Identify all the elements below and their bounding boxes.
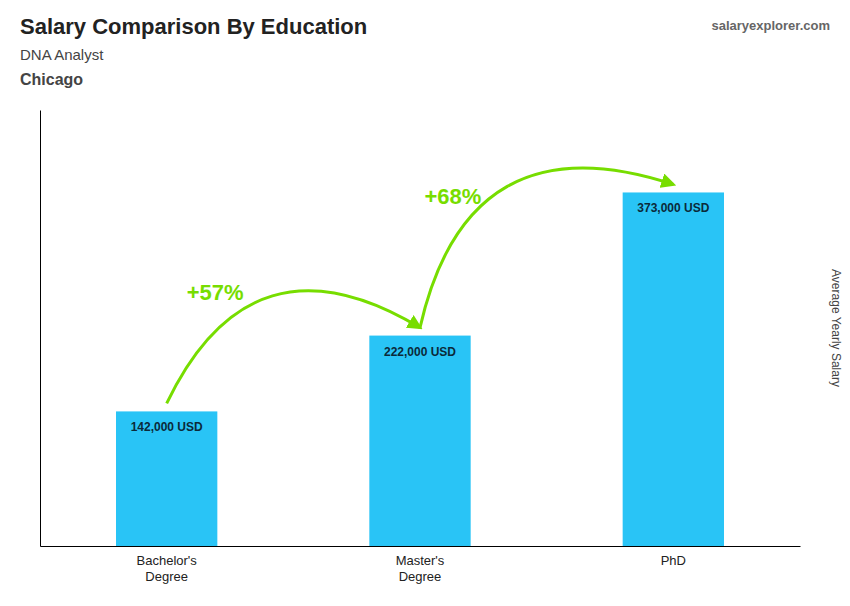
x-tick: PhD [661, 546, 686, 568]
arrow [167, 291, 420, 404]
y-axis-title: Average Yearly Salary [829, 269, 843, 387]
data-label: 373,000 USD [637, 201, 709, 215]
bar [369, 336, 470, 546]
bar [623, 192, 724, 546]
annotations: +57% +68% [167, 168, 674, 403]
x-tick-label-line: Master's [396, 553, 445, 568]
data-labels: 142,000 USD 222,000 USD 373,000 USD [131, 201, 710, 434]
watermark-part: .com [800, 18, 830, 33]
x-tick-label-line: Bachelor's [137, 553, 198, 568]
arrow [420, 168, 673, 328]
chart: Salary Comparison By Education DNA Analys… [0, 0, 850, 606]
watermark-part: explorer [749, 18, 800, 33]
x-axis: Bachelor'sDegreeMaster'sDegreePhD [41, 546, 801, 584]
x-tick: Master'sDegree [396, 546, 445, 584]
subtitle: Chicago [20, 71, 83, 88]
annotation: +68% [424, 184, 481, 209]
x-tick-label-line: Degree [145, 569, 188, 584]
subtitle: DNA Analyst [20, 46, 104, 63]
x-tick: Bachelor'sDegree [137, 546, 198, 584]
x-tick-label: PhD [661, 553, 686, 568]
bar [116, 411, 217, 546]
bars [116, 192, 724, 546]
annotation: +57% [187, 280, 244, 305]
x-tick-label-line: Degree [399, 569, 442, 584]
data-label: 142,000 USD [131, 420, 203, 434]
data-label: 222,000 USD [384, 345, 456, 359]
x-axis-line [41, 546, 801, 547]
title: Salary Comparison By Education [20, 14, 367, 39]
x-tick-label: Master'sDegree [396, 553, 445, 584]
plot: Bachelor'sDegreeMaster'sDegreePhD142,000… [41, 111, 801, 584]
x-tick-label-line: PhD [661, 553, 686, 568]
y-axis-line [40, 111, 41, 547]
y-axis [40, 111, 41, 547]
x-tick-label: Bachelor'sDegree [137, 553, 198, 584]
watermark: salaryexplorer.com [711, 18, 830, 33]
watermark-part: salary [711, 18, 749, 33]
